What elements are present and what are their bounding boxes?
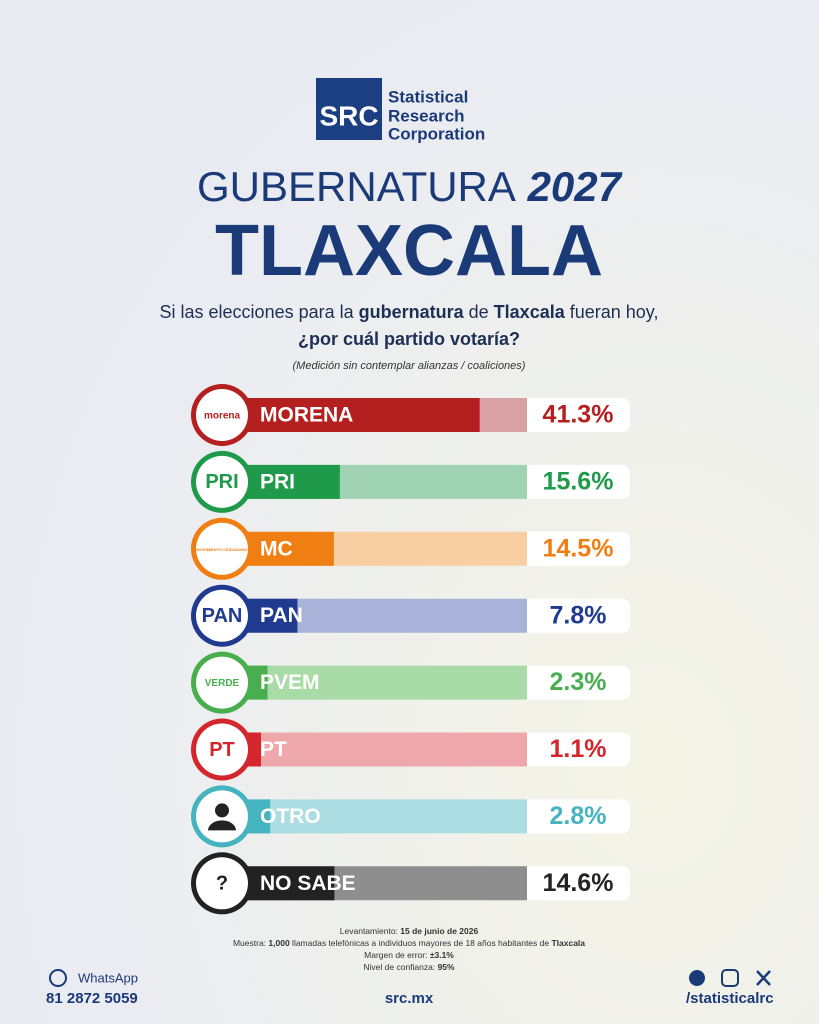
state: TLAXCALA xyxy=(215,211,603,291)
footer-line: Levantamiento: 15 de junio de 2026 xyxy=(340,926,479,936)
f: Levantamiento: xyxy=(340,926,400,936)
q: gubernatura xyxy=(359,302,465,322)
bars: 41.3% MORENA morena 15.6% PRI PRI 14.5% MC MOVIM… xyxy=(191,384,630,915)
title: GUBERNATURA 2027 xyxy=(197,163,623,210)
x-icon[interactable] xyxy=(756,970,771,986)
category-label: MORENA xyxy=(260,404,353,427)
value-label: 1.1% xyxy=(550,735,607,763)
bar-track xyxy=(222,799,527,834)
logo-text: PRI xyxy=(205,471,238,493)
category-label: OTRO xyxy=(260,805,321,828)
brand-line: Statistical xyxy=(388,87,468,106)
logo-text: SRC xyxy=(319,100,378,131)
logo-text: ? xyxy=(216,873,228,895)
social[interactable]: /statisticalrc xyxy=(686,990,774,1007)
category-label: PRI xyxy=(260,470,295,493)
party-logo xyxy=(196,389,248,441)
category-label: NO SABE xyxy=(260,872,356,895)
value-label: 2.3% xyxy=(550,668,607,696)
q: Si las elecciones para la xyxy=(160,302,359,322)
f: Nivel de confianza: xyxy=(363,962,437,972)
q: de xyxy=(464,302,494,322)
value-label: 14.5% xyxy=(543,534,614,562)
value-label: 14.6% xyxy=(543,869,614,897)
logo-text: morena xyxy=(204,411,241,422)
f: 15 de junio de 2026 xyxy=(400,926,478,936)
f: llamadas telefónicas a individuos mayore… xyxy=(290,938,552,948)
person-icon xyxy=(208,820,236,831)
f: Muestra: xyxy=(233,938,268,948)
category-label: MC xyxy=(260,537,293,560)
phone[interactable]: 81 2872 5059 xyxy=(46,990,138,1007)
footer-line: Nivel de confianza: 95% xyxy=(363,962,455,972)
value-box xyxy=(527,464,630,499)
footer-line: Muestra: 1,000 llamadas telefónicas a in… xyxy=(233,938,585,948)
value-label: 15.6% xyxy=(543,468,614,496)
category-label: PT xyxy=(260,738,287,761)
title-year: 2027 xyxy=(527,163,623,210)
footer-line: Margen de error: ±3.1% xyxy=(364,950,454,960)
bar-track xyxy=(222,598,527,633)
value-label: 41.3% xyxy=(543,401,614,429)
category-label: PVEM xyxy=(260,671,320,694)
party-logo xyxy=(196,522,248,575)
value-label: 2.8% xyxy=(550,802,607,830)
value-box xyxy=(527,598,630,633)
value-box xyxy=(527,799,630,834)
q: fueran hoy, xyxy=(565,302,659,322)
value-box xyxy=(527,732,630,767)
site[interactable]: src.mx xyxy=(385,990,434,1007)
facebook-icon[interactable] xyxy=(689,970,705,986)
value-box xyxy=(527,665,630,700)
question-line: Si las elecciones para la gubernatura de… xyxy=(160,302,659,322)
f: Margen de error: xyxy=(364,950,430,960)
party-logo xyxy=(196,589,248,642)
f: ±3.1% xyxy=(430,950,454,960)
person-icon xyxy=(215,803,229,818)
footer-notes: Levantamiento: 15 de junio de 2026 Muest… xyxy=(233,926,585,972)
brand-line: Corporation xyxy=(388,124,485,143)
bar-track xyxy=(222,732,527,767)
instagram-icon[interactable] xyxy=(721,969,739,987)
whatsapp: WhatsApp xyxy=(78,970,138,985)
value-box xyxy=(527,398,630,432)
title-light: GUBERNATURA xyxy=(197,163,516,210)
party-logo xyxy=(196,723,248,776)
party-logo xyxy=(196,455,248,508)
value-label: 7.8% xyxy=(550,601,607,629)
f: 95% xyxy=(438,962,455,972)
question-line: ¿por cuál partido votaría? xyxy=(298,329,520,349)
note: (Medición sin contemplar alianzas / coal… xyxy=(293,360,526,372)
f: 1,000 xyxy=(268,938,290,948)
value-box xyxy=(527,866,630,901)
logo-text: VERDE xyxy=(205,678,240,689)
value-box xyxy=(527,531,630,566)
bar-track xyxy=(222,665,527,700)
logo-text: PT xyxy=(209,739,235,761)
f: Tlaxcala xyxy=(551,938,585,948)
logo-text: PAN xyxy=(202,605,243,627)
q: Tlaxcala xyxy=(494,302,566,322)
whatsapp-icon xyxy=(49,969,67,987)
party-logo xyxy=(196,656,248,709)
logo-text: MOVIMIENTO CIUDADANO xyxy=(196,547,247,552)
logo-box xyxy=(316,78,382,140)
category-label: PAN xyxy=(260,604,303,627)
bar xyxy=(225,398,480,432)
brand-line: Research xyxy=(388,106,465,125)
party-logo xyxy=(196,857,248,910)
